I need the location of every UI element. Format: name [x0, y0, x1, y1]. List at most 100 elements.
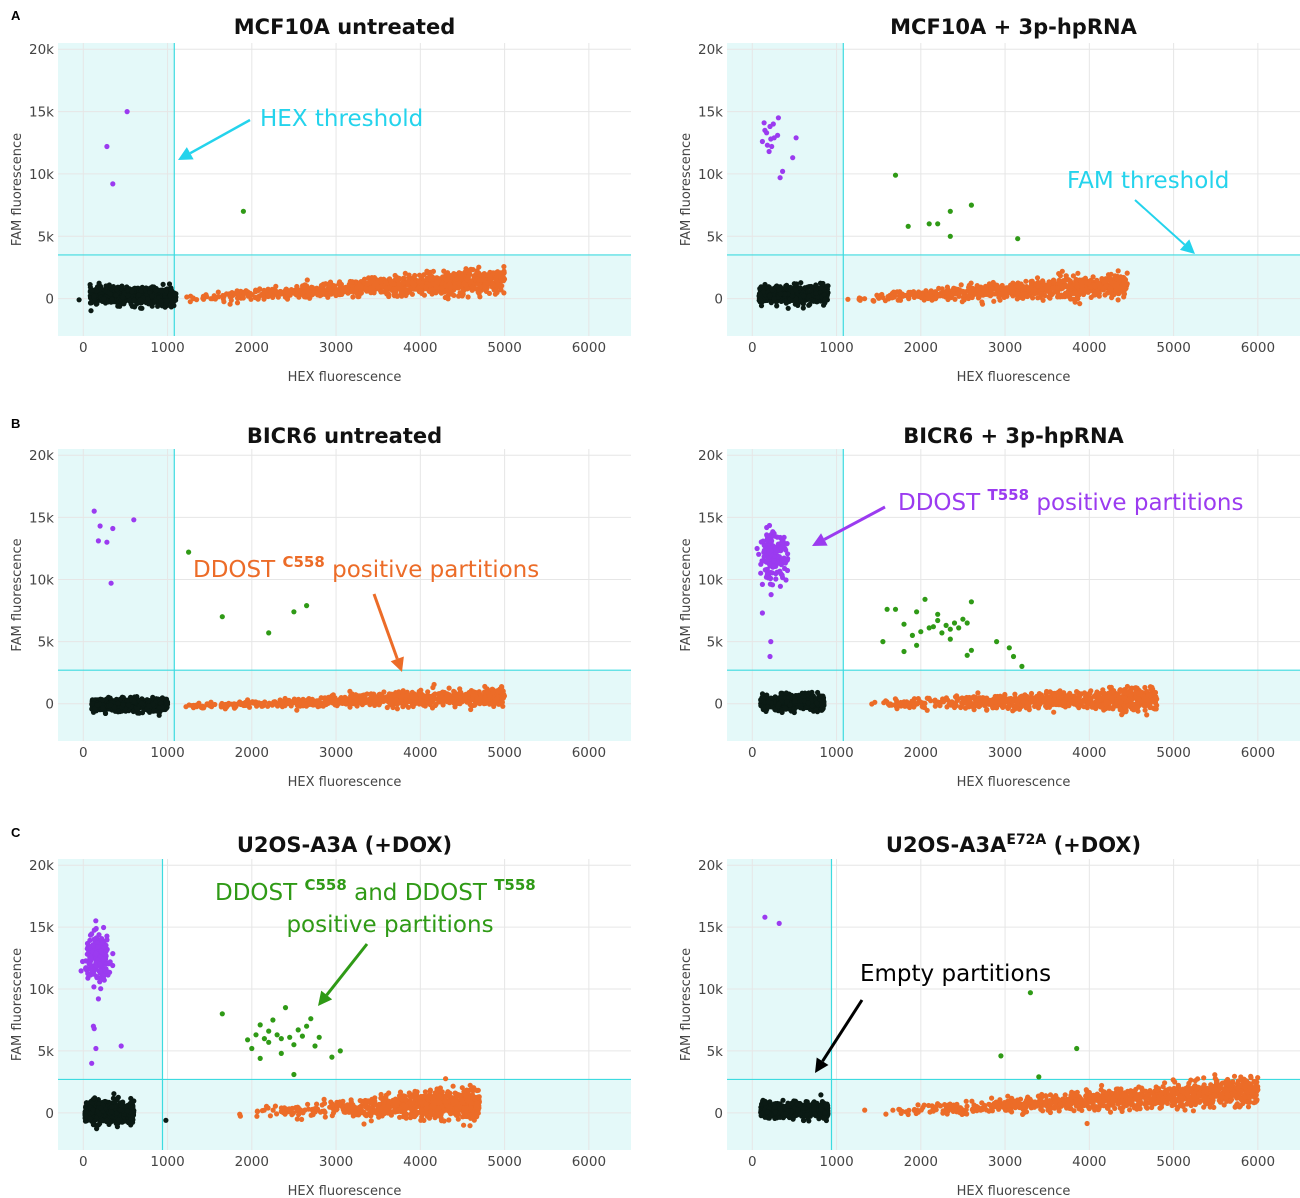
hex-positive-point [309, 285, 316, 291]
hex-positive-point [501, 691, 507, 698]
hex-positive-point [458, 271, 464, 277]
empty-partition-point [151, 708, 157, 714]
double-positive-point [240, 208, 246, 214]
hex-positive-point [1076, 292, 1082, 298]
fam-positive-point [790, 155, 796, 161]
hex-positive-point [894, 289, 900, 295]
double-positive-point [968, 202, 975, 208]
x-tick-label: 4000 [403, 340, 437, 356]
x-tick-label: 0 [79, 340, 88, 356]
hex-positive-point [994, 282, 1000, 288]
chart-title: MCF10A untreated [234, 15, 455, 39]
empty-partition-point [813, 707, 819, 713]
hex-positive-point [199, 705, 205, 711]
hex-positive-point [481, 271, 487, 277]
hex-positive-point [383, 285, 389, 292]
hex-positive-point [465, 699, 471, 705]
hex-positive-point [391, 281, 397, 287]
fam-positive-point [775, 115, 782, 121]
fam-positive-point [767, 123, 773, 130]
hex-positive-point [1083, 279, 1089, 286]
hex-positive-point [416, 272, 423, 278]
hex-positive-point [339, 287, 345, 293]
fam-positive-point [759, 138, 766, 145]
y-tick-label: 15k [29, 510, 54, 526]
empty-partition-point [796, 692, 802, 698]
hex-positive-point [357, 291, 363, 297]
y-tick-label: 15k [698, 510, 723, 526]
hex-positive-point [979, 299, 985, 305]
hex-positive-point [248, 296, 254, 302]
hex-positive-point [409, 291, 415, 297]
fam-positive-point [793, 135, 799, 141]
empty-partition-point [134, 706, 140, 712]
chart-title: BICR6 untreated [247, 424, 442, 448]
empty-partition-point [805, 700, 812, 706]
empty-partition-point [758, 697, 764, 704]
empty-partition-point [818, 285, 824, 291]
empty-partition-point [821, 292, 828, 298]
empty-partition-point [783, 300, 789, 306]
hex-positive-point [403, 292, 409, 299]
hex-positive-point [332, 702, 338, 708]
hex-positive-point [476, 282, 482, 288]
hex-positive-point [1115, 297, 1121, 303]
x-tick-label: 0 [748, 340, 757, 356]
hex-positive-point [234, 300, 241, 306]
x-tick-label: 2000 [904, 745, 938, 761]
empty-partition-point [149, 293, 155, 299]
x-tick-label: 6000 [572, 745, 606, 761]
x-tick-label: 6000 [1241, 745, 1275, 761]
x-axis-title: HEX fluorescence [957, 370, 1071, 385]
empty-partition-point [88, 308, 94, 314]
y-tick-label: 5k [38, 635, 55, 651]
fam-positive-point [777, 175, 783, 181]
hex-positive-point [429, 291, 435, 297]
hex-positive-point [1059, 268, 1065, 274]
y-tick-label: 0 [714, 292, 723, 308]
fam-positive-point [766, 148, 772, 155]
hex-positive-point [265, 292, 271, 298]
hex-positive-point [394, 701, 400, 707]
hex-positive-point [327, 286, 333, 293]
hex-positive-point [970, 287, 976, 293]
hex-positive-point [986, 292, 992, 298]
empty-partition-point [119, 283, 125, 289]
empty-partition-point [820, 280, 826, 287]
y-tick-label: 20k [29, 448, 54, 464]
hex-positive-point [959, 288, 965, 294]
empty-partition-point [774, 303, 780, 309]
empty-partition-point [164, 700, 170, 706]
hex-positive-point [485, 280, 491, 286]
empty-partition-point [784, 699, 790, 705]
hex-positive-point [925, 295, 931, 302]
fam-positive-point [771, 135, 777, 141]
x-tick-label: 1000 [819, 340, 853, 356]
empty-partition-point [158, 298, 164, 304]
hex-positive-point [461, 280, 467, 287]
hex-positive-point [1068, 284, 1074, 290]
empty-partition-point [818, 702, 825, 708]
x-tick-label: 3000 [988, 745, 1022, 761]
hex-positive-point [253, 287, 259, 293]
hex-positive-point [255, 295, 261, 302]
hex-positive-point [261, 287, 267, 293]
double-positive-point [935, 221, 941, 227]
empty-partition-point [163, 288, 169, 294]
empty-partition-point [129, 288, 135, 295]
y-tick-label: 20k [698, 42, 723, 58]
hex-positive-point [1031, 287, 1037, 293]
hex-positive-point [313, 700, 319, 706]
hex-positive-point [296, 294, 302, 300]
x-tick-label: 0 [748, 745, 757, 761]
empty-partition-point [785, 305, 791, 311]
hex-positive-point [336, 281, 342, 287]
hex-positive-point [381, 689, 387, 695]
hex-positive-point [227, 294, 233, 300]
hex-positive-point [1096, 293, 1102, 299]
hex-positive-point [1074, 284, 1080, 290]
hex-positive-point [1067, 278, 1073, 284]
hex-positive-point [351, 699, 357, 705]
hex-positive-point [1079, 286, 1085, 292]
